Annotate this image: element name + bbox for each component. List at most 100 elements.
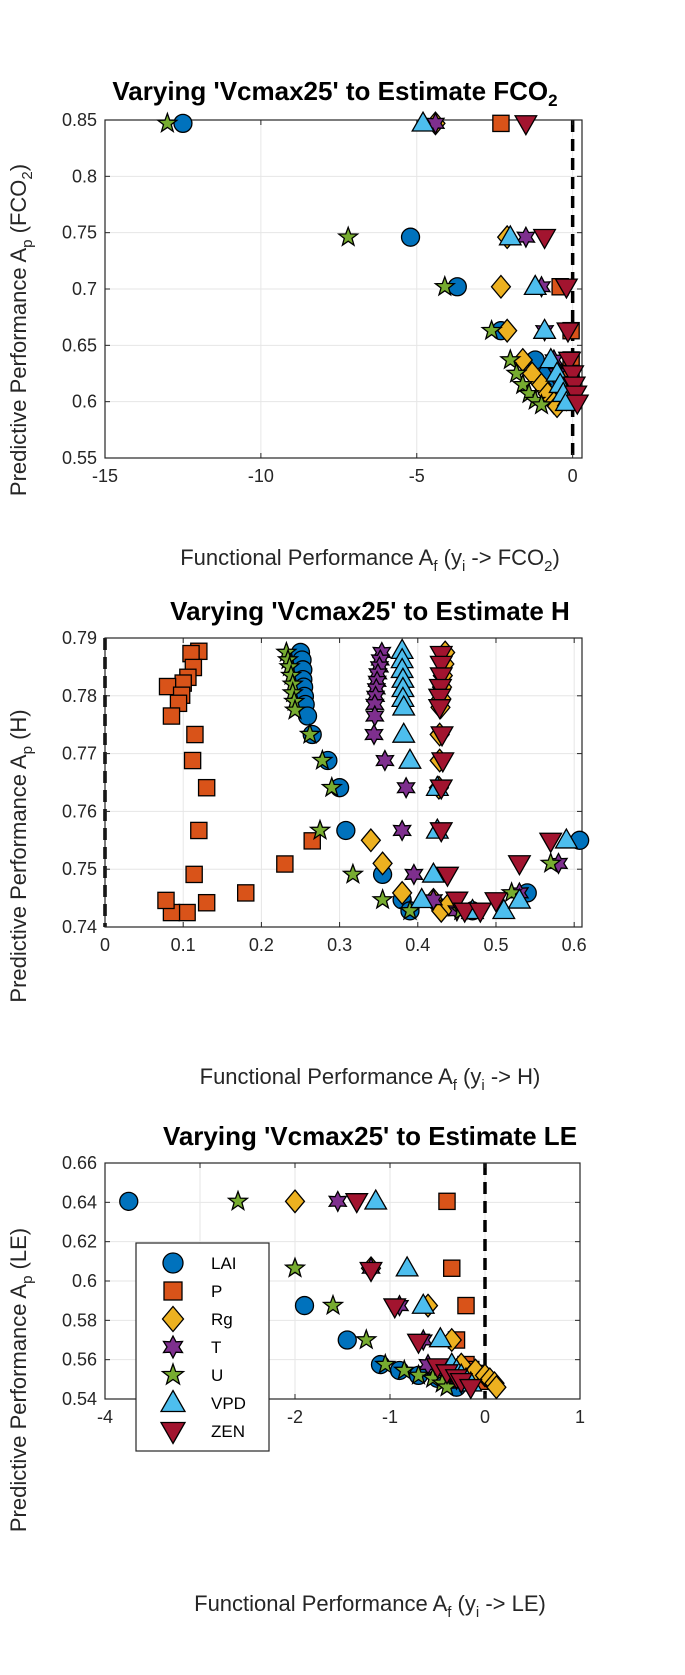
y-tick-label: 0.78 <box>62 686 97 706</box>
point-u <box>511 372 535 395</box>
y-tick-label: 0.65 <box>62 335 97 355</box>
point-vpd <box>411 110 435 132</box>
legend-label: U <box>211 1366 223 1385</box>
legend-marker-p <box>163 1281 183 1301</box>
point-u <box>226 1189 250 1211</box>
legend-marker-t <box>162 1334 184 1360</box>
point-lai <box>336 820 356 841</box>
point-vpd <box>554 827 579 849</box>
chart-title-le: Varying 'Vcmax25' to Estimate LE <box>163 1121 577 1151</box>
y-tick-label: 0.74 <box>62 917 97 937</box>
y-tick-label: 0.66 <box>62 1153 97 1173</box>
point-zen <box>507 855 532 876</box>
point-zen <box>429 667 454 689</box>
legend-label: VPD <box>211 1394 246 1413</box>
x-tick-label: 0.2 <box>249 935 274 955</box>
legend-label: LAI <box>211 1254 237 1273</box>
point-zen <box>452 902 477 924</box>
legend-item-zen: ZEN <box>159 1421 245 1445</box>
point-zen <box>382 1298 407 1320</box>
chart-title-h: Varying 'Vcmax25' to Estimate H <box>170 596 570 626</box>
x-axis-label-le: Functional Performance Af (yi -> LE) <box>194 1591 546 1621</box>
x-tick-label: -10 <box>248 466 274 486</box>
point-p <box>186 725 204 744</box>
point-vpd <box>523 274 548 296</box>
y-tick-label: 0.79 <box>62 628 97 648</box>
x-tick-label: 0 <box>100 935 110 955</box>
y-tick-label: 0.56 <box>62 1350 97 1370</box>
point-vpd <box>498 224 523 246</box>
point-p <box>183 751 202 770</box>
point-zen <box>344 1193 369 1214</box>
point-t <box>396 776 416 800</box>
y-tick-label: 0.6 <box>72 1271 97 1291</box>
point-rg <box>360 828 382 853</box>
point-zen <box>427 699 452 720</box>
point-p <box>197 893 216 912</box>
legend-item-lai: LAI <box>162 1252 237 1274</box>
legend-item-p: P <box>163 1281 222 1301</box>
x-axis-label-h: Functional Performance Af (yi -> H) <box>200 1064 541 1094</box>
x-tick-label: 0.6 <box>562 935 587 955</box>
point-vpd <box>411 1293 436 1314</box>
point-rg <box>391 880 413 906</box>
point-zen <box>406 1333 431 1355</box>
x-tick-label: 0.5 <box>483 935 508 955</box>
point-zen <box>557 351 582 373</box>
legend-marker-vpd <box>159 1389 187 1413</box>
x-tick-label: -2 <box>287 1407 303 1427</box>
point-p <box>197 778 216 797</box>
x-tick-label: 0.3 <box>327 935 352 955</box>
point-zen <box>556 322 580 344</box>
point-t <box>327 1190 348 1213</box>
point-lai <box>337 1330 357 1350</box>
point-u <box>373 1352 397 1375</box>
x-tick-label: 1 <box>575 1407 585 1427</box>
legend-box <box>135 1242 270 1452</box>
point-zen <box>554 278 579 300</box>
y-axis-label-h: Predictive Performance Ap (H) <box>6 709 36 1002</box>
legend-item-u: U <box>160 1362 223 1386</box>
legend-label: ZEN <box>211 1422 245 1441</box>
point-u <box>336 225 360 247</box>
y-tick-label: 0.77 <box>62 744 97 764</box>
point-p <box>157 891 175 910</box>
point-p <box>190 821 208 840</box>
point-u <box>505 361 528 384</box>
y-axis-label-fco2: Predictive Performance Ap (FCO2) <box>6 164 36 496</box>
data-points-h <box>157 638 590 924</box>
point-zen <box>427 688 452 710</box>
point-lai <box>400 227 421 247</box>
point-zen <box>430 726 454 748</box>
point-t <box>516 225 536 249</box>
x-tick-label: -15 <box>92 466 118 486</box>
point-vpd <box>421 861 446 883</box>
point-u <box>530 393 553 415</box>
point-zen <box>513 115 538 136</box>
x-tick-label: 0 <box>568 466 578 486</box>
x-tick-label: -5 <box>409 466 425 486</box>
point-vpd <box>398 747 422 769</box>
point-p <box>185 865 203 884</box>
y-tick-label: 0.75 <box>62 859 97 879</box>
point-zen <box>484 892 508 913</box>
point-rg <box>284 1189 306 1214</box>
point-t <box>392 819 412 842</box>
x-tick-label: -4 <box>97 1407 113 1427</box>
chart-fco2: Varying 'Vcmax25' to Estimate FCO2 Funct… <box>6 76 590 575</box>
legend-label: P <box>211 1282 222 1301</box>
legend-marker-zen <box>159 1421 187 1445</box>
point-lai <box>119 1191 139 1211</box>
point-vpd <box>363 1188 388 1210</box>
point-zen <box>444 891 469 913</box>
point-vpd <box>507 887 532 909</box>
point-u <box>407 1363 430 1385</box>
point-u <box>341 862 365 884</box>
point-rg <box>496 318 518 343</box>
y-tick-label: 0.75 <box>62 223 97 243</box>
point-p <box>237 884 255 902</box>
x-axis-label-fco2: Functional Performance Af (yi -> FCO2) <box>180 545 560 575</box>
point-p <box>457 1296 475 1315</box>
point-zen <box>458 1378 483 1400</box>
point-rg <box>490 274 512 300</box>
